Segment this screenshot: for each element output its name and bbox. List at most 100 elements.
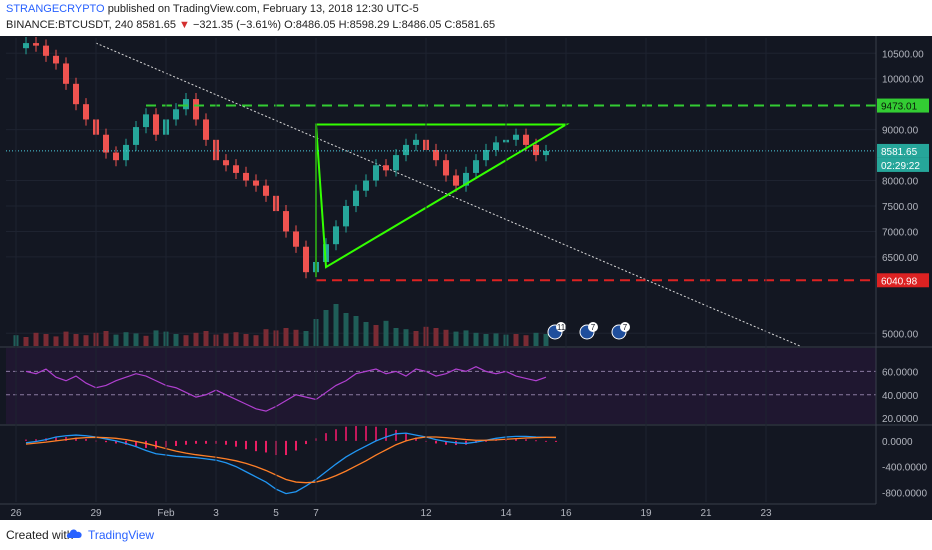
- candle-body: [403, 144, 409, 156]
- support-price-tag: 6040.98: [881, 276, 918, 287]
- macd-histogram-bar: [525, 439, 527, 441]
- candle-body: [353, 190, 359, 206]
- price-tick-label: 7000.00: [882, 227, 919, 238]
- volume-bar: [363, 322, 369, 346]
- candle-body: [183, 99, 189, 110]
- candle-body: [233, 165, 239, 173]
- time-axis: 26 29 Feb 3 5 7 12 14 16 19 21 23: [10, 508, 772, 519]
- macd-tick-label: -400.0000: [882, 463, 927, 474]
- event-badge-count-bg: [620, 322, 630, 332]
- candle-body: [243, 172, 249, 181]
- volume-bar: [153, 330, 159, 346]
- macd-histogram-bar: [515, 438, 517, 441]
- macd-histogram-bar: [285, 440, 287, 456]
- candle-body: [123, 144, 129, 161]
- macd-histogram-bar: [355, 426, 357, 441]
- rsi-pane: [6, 348, 876, 424]
- time-tick-label: 19: [640, 508, 652, 519]
- macd-pane: [6, 426, 876, 502]
- volume-bar: [353, 316, 359, 346]
- macd-histogram-bar: [305, 440, 307, 445]
- macd-histogram-bar: [445, 440, 447, 445]
- support-price-tag-bg: [877, 273, 929, 288]
- chart-area[interactable]: 26 29 Feb 3 5 7 12 14 16 19 21 23 10500.00 10000.00 9…: [0, 36, 932, 520]
- rsi-tick-label: 40.0000: [882, 391, 919, 402]
- macd-histogram-bar: [415, 437, 417, 441]
- candle-body: [103, 134, 109, 153]
- macd-histogram-bar: [225, 440, 227, 445]
- signal-line: [25, 436, 556, 484]
- candle-body: [223, 160, 229, 166]
- candle-body: [463, 172, 469, 186]
- macd-histogram-bar: [335, 429, 337, 441]
- chart-header: STRANGECRYPTO published on TradingView.c…: [0, 0, 932, 36]
- created-with-text: Created with: [6, 528, 74, 542]
- macd-histogram-bar: [235, 440, 237, 447]
- event-badge-count: 7: [623, 323, 628, 332]
- volume-bar: [233, 332, 239, 346]
- author-link[interactable]: STRANGECRYPTO: [6, 3, 105, 15]
- published-text: published on TradingView.com, February 1…: [107, 3, 419, 15]
- macd-histogram-bar: [545, 440, 547, 442]
- macd-tick-label: 0.0000: [882, 437, 913, 448]
- volume-bar: [453, 331, 459, 346]
- candle-body: [203, 119, 209, 140]
- candle-body: [253, 180, 259, 186]
- volume-bar: [483, 334, 489, 346]
- macd-tick-label: -800.0000: [882, 488, 927, 499]
- macd-histogram-bar: [85, 438, 87, 441]
- resistance-price-tag-bg: [877, 98, 929, 113]
- volume-bar: [193, 332, 199, 346]
- price-tick-label: 10500.00: [882, 49, 924, 60]
- cloud-logo-icon[interactable]: [66, 526, 84, 542]
- candle-body: [63, 63, 69, 84]
- symbol-label: BINANCE:BTCUSDT, 240: [6, 19, 134, 31]
- time-tick-label: 5: [273, 508, 279, 519]
- rsi-line: [25, 366, 547, 412]
- tradingview-link[interactable]: TradingView: [88, 528, 155, 542]
- candle-body: [543, 150, 549, 156]
- footer: Created with TradingView: [0, 520, 932, 550]
- macd-pane-bg: [6, 428, 876, 502]
- macd-histogram-bar: [135, 440, 137, 447]
- volume-bar: [183, 335, 189, 346]
- candle-body: [73, 83, 79, 105]
- chart-svg[interactable]: 26 29 Feb 3 5 7 12 14 16 19 21 23 10500.00 10000.00 9…: [0, 36, 932, 520]
- volume-bar: [523, 335, 529, 346]
- macd-histogram-bar: [195, 440, 197, 444]
- volume-bar: [173, 334, 179, 346]
- candle-body: [413, 139, 419, 145]
- macd-histogram-bar: [365, 426, 367, 441]
- volume-bar: [223, 333, 229, 346]
- volume-bar: [383, 320, 389, 346]
- macd-histogram-bar: [255, 440, 257, 452]
- countdown-tag: 02:29:22: [881, 161, 920, 172]
- volume-bar: [263, 329, 269, 346]
- macd-histogram-bar: [375, 426, 377, 441]
- candle-body: [433, 150, 439, 161]
- ascending-triangle: [314, 123, 570, 269]
- macd-histogram-bar: [485, 440, 487, 442]
- macd-histogram-bar: [205, 440, 207, 444]
- candle-body: [173, 109, 179, 120]
- candle-body: [113, 152, 119, 161]
- macd-histogram-bar: [25, 439, 27, 441]
- volume-bar: [433, 328, 439, 346]
- volume-bar: [443, 329, 449, 346]
- volume-bar: [293, 329, 299, 346]
- macd-histogram-bar: [435, 440, 437, 444]
- publish-line: STRANGECRYPTO published on TradingView.c…: [6, 3, 419, 15]
- symbol-line: BINANCE:BTCUSDT, 240 8581.65 ▼ −321.35 (…: [6, 19, 495, 31]
- volume-bar: [83, 335, 89, 346]
- price-axis: 10500.00 10000.00 9000.00 8000.00 7500.00 700…: [877, 49, 929, 499]
- event-badge-count: 11: [557, 323, 566, 332]
- price-tick-label: 8000.00: [882, 177, 919, 188]
- candle-body: [373, 165, 379, 181]
- candle-body: [363, 180, 369, 191]
- event-badge-count-bg: [588, 322, 598, 332]
- candle-body: [153, 114, 159, 135]
- time-tick-label: 14: [500, 508, 512, 519]
- macd-line: [25, 432, 557, 495]
- candle-body: [453, 175, 459, 186]
- candle-body: [343, 206, 349, 227]
